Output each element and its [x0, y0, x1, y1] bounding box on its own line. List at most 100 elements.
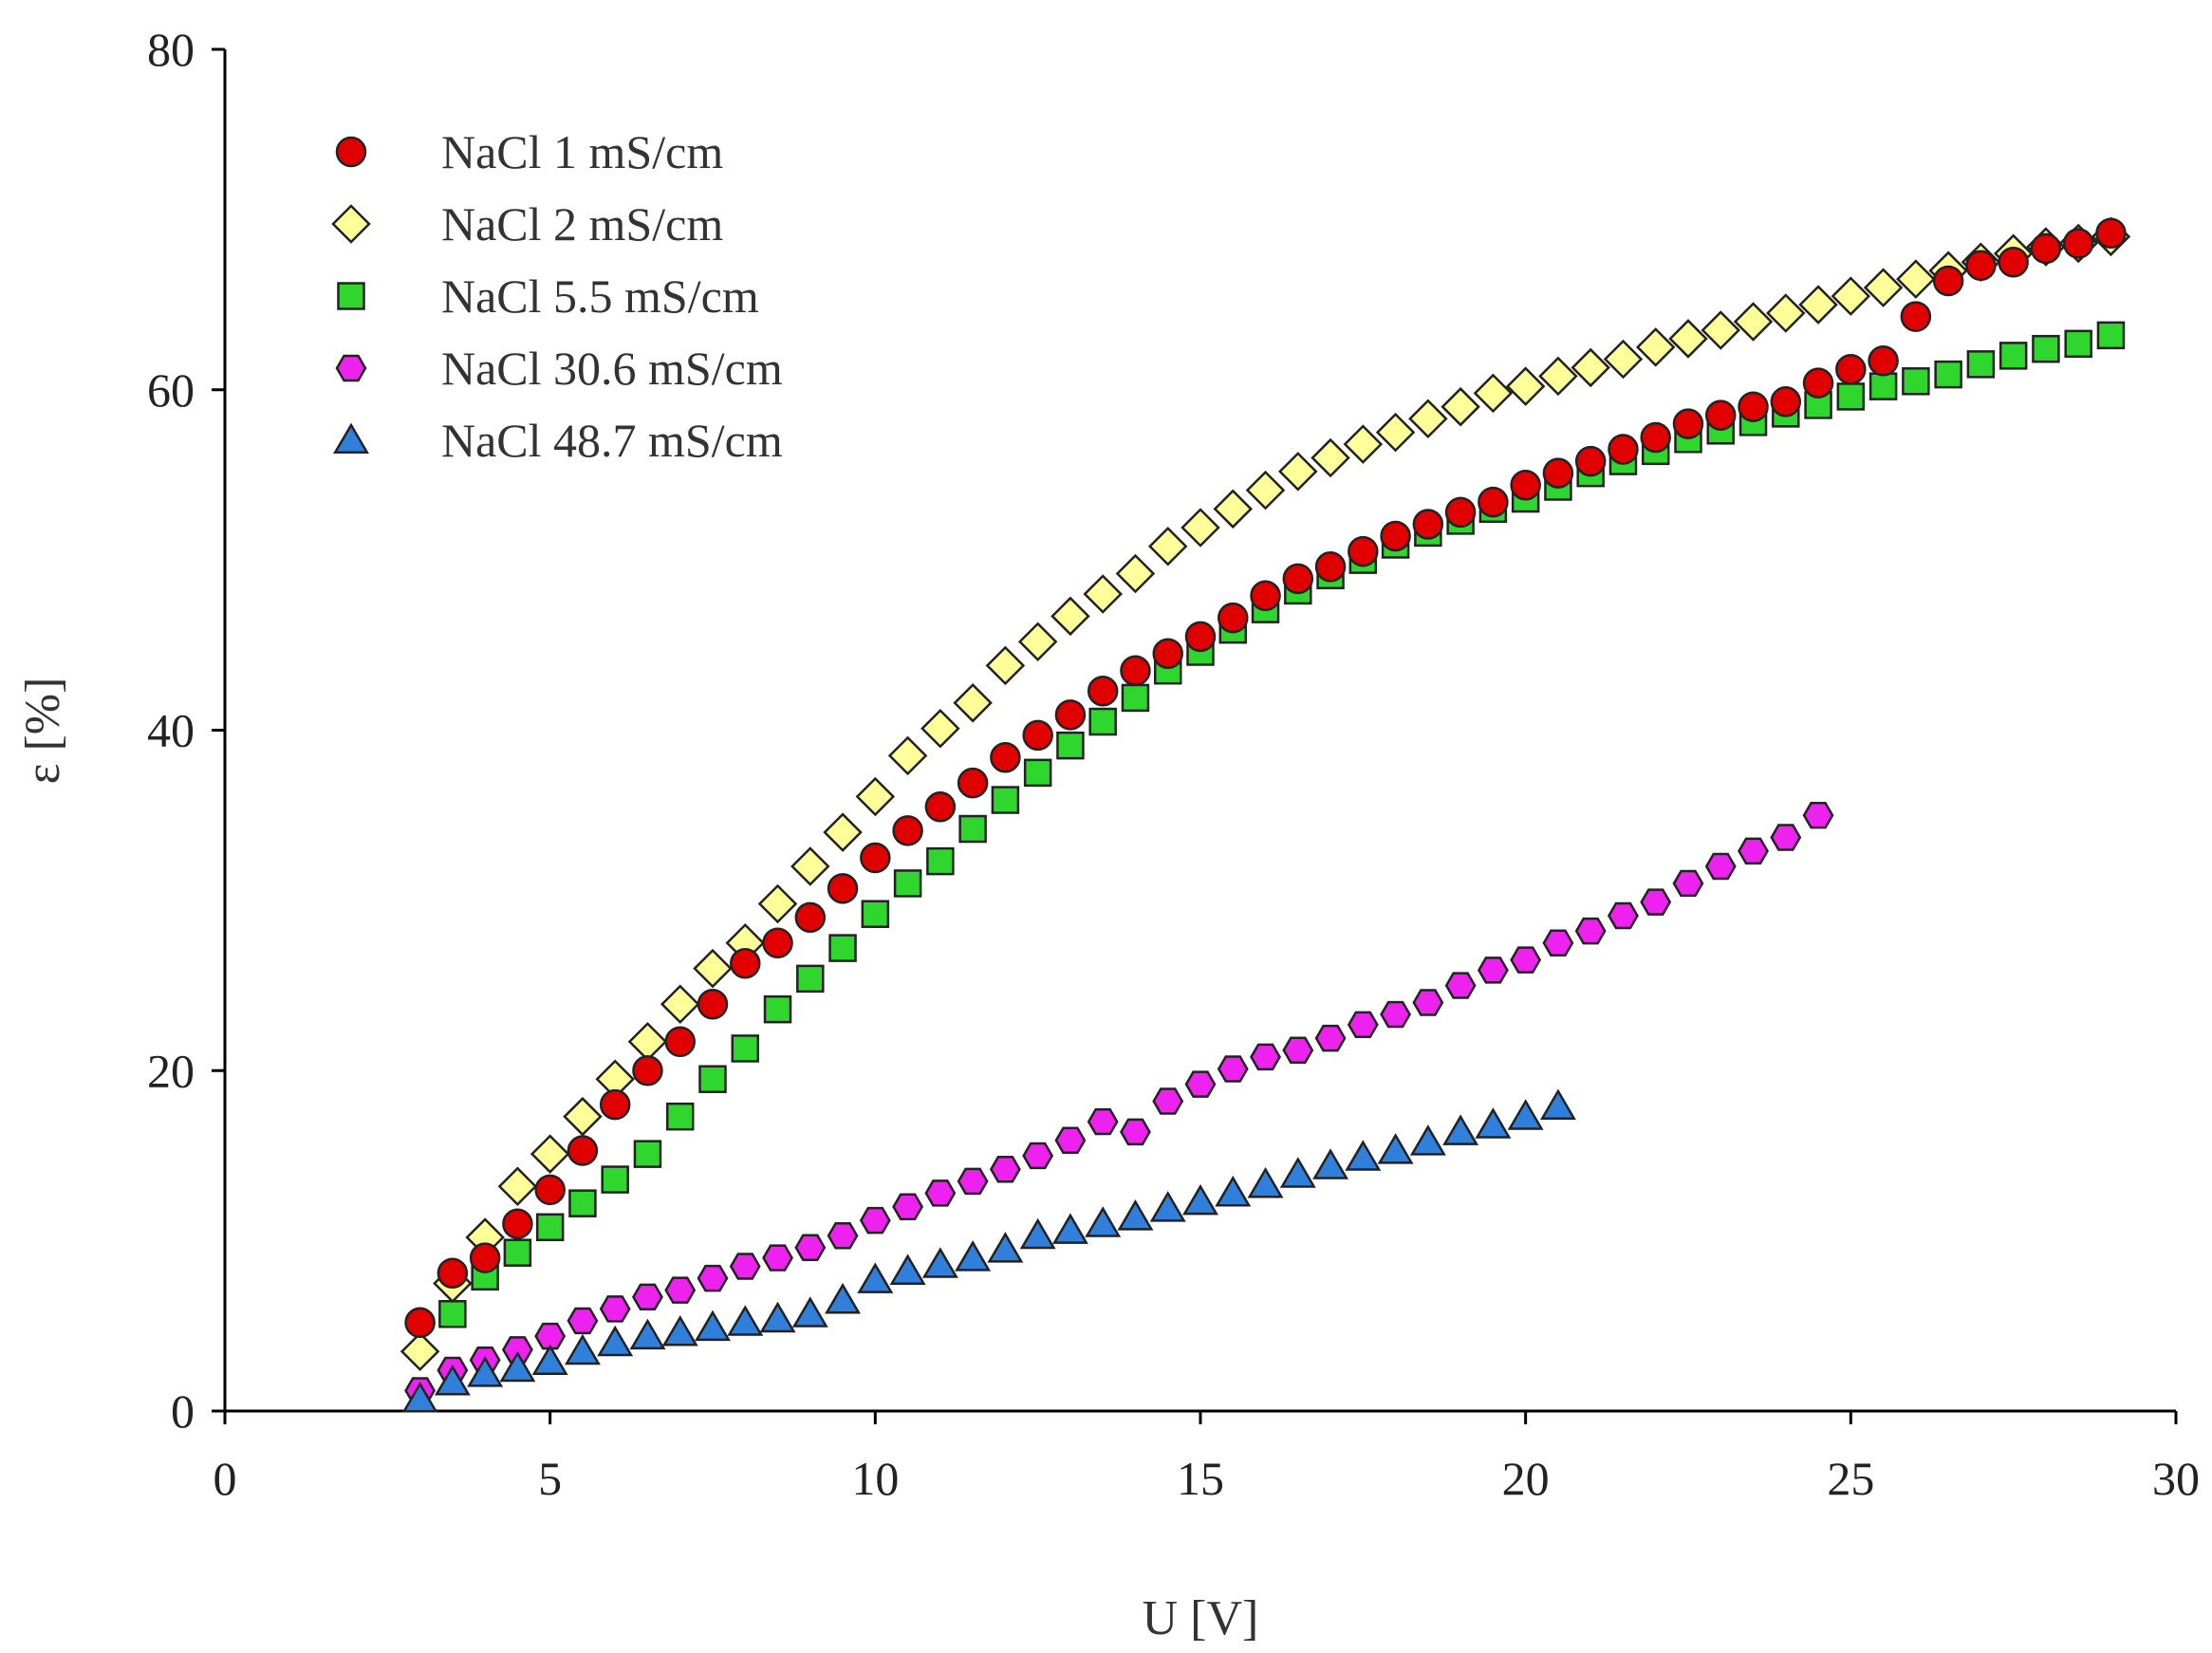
data-point [893, 869, 922, 898]
data-point [660, 984, 700, 1025]
data-point [1802, 801, 1834, 829]
data-point [469, 1242, 501, 1273]
data-point [400, 1331, 440, 1371]
data-point [1966, 350, 1996, 379]
data-point [990, 741, 1021, 773]
data-point [729, 1253, 761, 1280]
data-point [1510, 946, 1542, 974]
data-point [1345, 1140, 1382, 1171]
data-point [1475, 1107, 1512, 1139]
data-point [664, 1276, 697, 1304]
data-point [697, 1264, 729, 1292]
data-point [921, 1247, 958, 1278]
legend-marker [337, 282, 365, 310]
data-point [1542, 457, 1574, 489]
data-point [828, 934, 857, 962]
data-point [1998, 342, 2028, 370]
data-point [1738, 837, 1769, 865]
data-point [1444, 972, 1477, 999]
data-point [924, 1179, 957, 1207]
data-point [1121, 683, 1150, 713]
legend-item: NaCl 5.5 mS/cm [337, 269, 759, 323]
data-point [1117, 1199, 1154, 1231]
data-point [1635, 327, 1676, 367]
data-point [2062, 228, 2094, 259]
data-point [1932, 265, 1964, 297]
data-point [1180, 508, 1220, 548]
data-point [1603, 339, 1644, 380]
axes: 0 5 10 15 20 25 30 0 20 40 60 80 [147, 23, 2200, 1505]
data-point [1152, 638, 1183, 670]
data-point [958, 814, 987, 844]
data-point [1088, 707, 1117, 736]
data-point [1083, 574, 1123, 614]
data-point [503, 1238, 532, 1267]
x-tick-label: 25 [1827, 1452, 1874, 1505]
data-point [1868, 345, 1899, 377]
legend-label: NaCl 5.5 mS/cm [441, 269, 759, 323]
data-point [1538, 356, 1578, 397]
data-point [796, 964, 825, 994]
data-point [434, 1365, 471, 1396]
x-tick-label: 15 [1177, 1452, 1224, 1505]
data-point [1120, 655, 1151, 686]
x-tick-label: 5 [538, 1452, 562, 1505]
data-point [730, 947, 761, 979]
series-3 [404, 801, 1834, 1404]
data-point [1836, 382, 1866, 411]
data-point [2030, 232, 2062, 265]
data-point [860, 842, 891, 874]
data-point [1505, 366, 1546, 406]
data-point [1250, 580, 1281, 612]
data-point [632, 1055, 663, 1087]
data-point [763, 994, 792, 1024]
data-point [1478, 486, 1509, 518]
data-point [534, 1322, 567, 1350]
data-point [627, 1021, 668, 1062]
data-point [501, 1336, 533, 1364]
data-point [1802, 367, 1834, 399]
data-point [1348, 535, 1379, 567]
data-point [1017, 622, 1058, 661]
data-point [1608, 901, 1639, 930]
data-point [1050, 596, 1090, 637]
data-point [1282, 563, 1314, 595]
data-point [1896, 259, 1936, 299]
data-point [1965, 250, 1997, 282]
data-point [1054, 699, 1087, 731]
data-point [1217, 1055, 1249, 1083]
data-point [859, 1206, 891, 1235]
data-point [1574, 917, 1607, 945]
data-point [827, 873, 859, 904]
data-point [1542, 929, 1574, 957]
data-point [790, 846, 830, 886]
data-point [1863, 268, 1904, 307]
data-point [757, 883, 798, 924]
data-point [1507, 1099, 1544, 1130]
data-point [889, 1254, 926, 1285]
data-point [1278, 452, 1318, 492]
data-point [1182, 1183, 1218, 1216]
data-point [661, 1315, 698, 1347]
data-point [1087, 675, 1119, 707]
data-point [1608, 434, 1639, 465]
data-point [1701, 310, 1741, 350]
data-point [664, 1026, 696, 1058]
data-point [1377, 1133, 1414, 1164]
data-point [827, 1222, 859, 1250]
data-point [1477, 957, 1509, 984]
data-point [535, 1213, 565, 1242]
data-point [957, 1167, 989, 1196]
data-point [502, 1208, 533, 1239]
y-axis-title: ε [%] [16, 678, 70, 785]
legend-label: NaCl 1 mS/cm [441, 125, 723, 178]
series-layer [400, 216, 2131, 1413]
y-tick-label: 60 [147, 363, 195, 417]
data-point [467, 1356, 504, 1387]
data-point [955, 1240, 992, 1272]
data-point [1444, 496, 1477, 529]
data-point [861, 900, 890, 928]
data-point [1314, 551, 1347, 583]
data-point [1314, 1024, 1347, 1052]
